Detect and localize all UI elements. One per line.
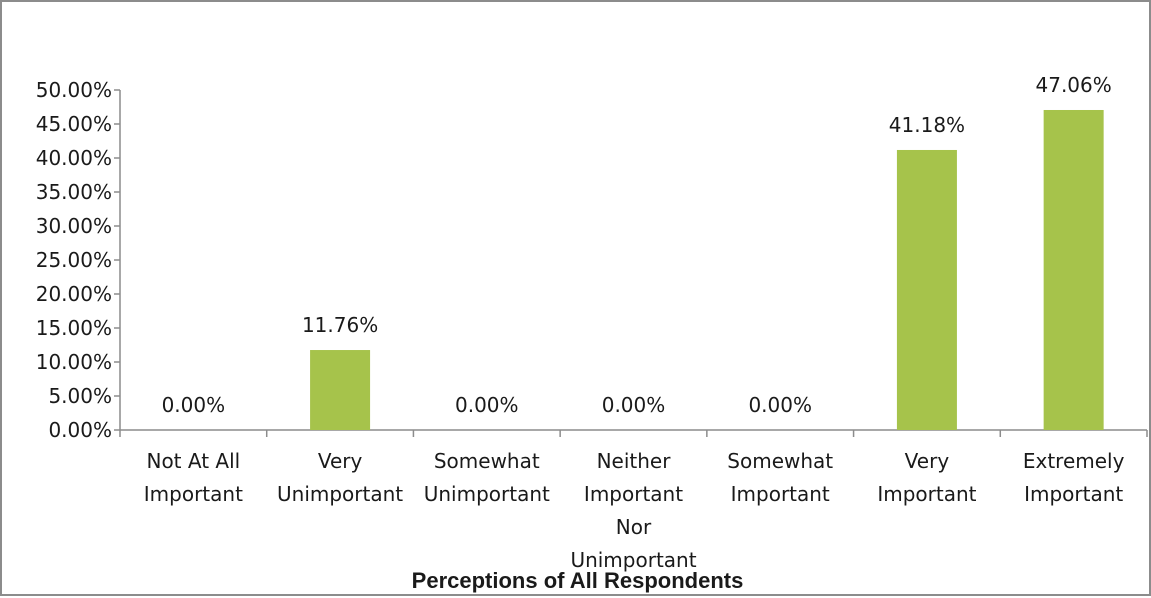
y-axis: 0.00% 5.00% 10.00% 15.00% 20.00% 25.00% 30.00%… (36, 78, 121, 442)
y-tick-label: 30.00% (36, 214, 112, 238)
bar-data-label: 0.00% (602, 393, 666, 417)
y-tick-label: 50.00% (36, 78, 112, 102)
y-tick-label: 25.00% (36, 248, 112, 272)
data-labels: 0.00% 11.76% 0.00% 0.00% 0.00% 41.18% 47.06% (162, 73, 1112, 417)
y-tick-label: 5.00% (48, 384, 112, 408)
bar (1043, 109, 1104, 430)
bars (310, 109, 1104, 430)
x-axis (119, 429, 1148, 437)
bar (310, 350, 371, 430)
bar-data-label: 0.00% (455, 393, 519, 417)
category-label: Important (877, 482, 976, 506)
bar-data-label: 41.18% (889, 113, 965, 137)
y-tick-label: 40.00% (36, 146, 112, 170)
chart-title: Perceptions of All Respondents (411, 568, 744, 593)
category-label: Very (905, 449, 950, 473)
bar (896, 149, 957, 430)
bar-data-label: 0.00% (748, 393, 812, 417)
category-labels: Not At All Important Very Unimportant Somewh… (144, 449, 1125, 572)
bar-data-label: 11.76% (302, 313, 378, 337)
category-label: Not At All (146, 449, 240, 473)
bar-data-label: 0.00% (162, 393, 226, 417)
y-tick-label: 45.00% (36, 112, 112, 136)
y-tick-label: 10.00% (36, 350, 112, 374)
category-label: Unimportant (570, 548, 696, 572)
category-label: Nor (616, 515, 652, 539)
category-label: Somewhat (727, 449, 833, 473)
category-label: Important (1024, 482, 1123, 506)
category-label: Important (731, 482, 830, 506)
category-label: Important (144, 482, 243, 506)
y-tick-label: 35.00% (36, 180, 112, 204)
category-label: Very (318, 449, 363, 473)
y-tick-label: 0.00% (48, 418, 112, 442)
bar-data-label: 47.06% (1036, 73, 1112, 97)
category-label: Important (584, 482, 683, 506)
category-label: Neither (597, 449, 672, 473)
category-label: Somewhat (434, 449, 540, 473)
category-label: Extremely (1023, 449, 1125, 473)
y-tick-label: 15.00% (36, 316, 112, 340)
category-label: Unimportant (277, 482, 403, 506)
category-label: Unimportant (424, 482, 550, 506)
y-tick-label: 20.00% (36, 282, 112, 306)
